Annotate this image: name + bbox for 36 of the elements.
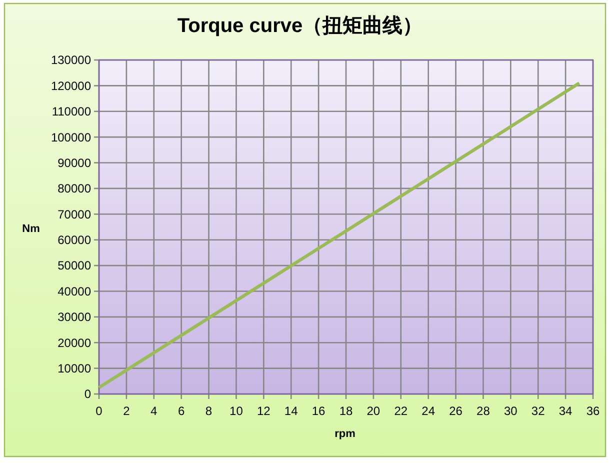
y-tick-label: 130000 [50,53,92,68]
y-tick-label: 110000 [52,104,92,119]
y-tick-label: 10000 [58,362,92,376]
x-tick-label: 30 [504,404,518,418]
y-tick-label: 20000 [58,336,92,350]
y-tick-label: 50000 [58,258,92,273]
x-tick-label: 6 [178,404,185,418]
x-tick-label: 22 [394,404,408,418]
x-tick-label: 24 [422,404,436,418]
y-tick-label: 40000 [58,284,92,298]
x-tick-label: 34 [558,404,573,418]
y-tick-label: 0 [84,387,92,402]
x-tick-label: 32 [531,404,546,418]
x-tick-label: 16 [312,404,326,418]
y-tick-label: 60000 [58,233,92,248]
x-tick-label: 20 [366,404,380,418]
x-tick-label: 10 [230,404,244,418]
x-tick-label: 12 [256,404,271,418]
x-tick-label: 36 [586,404,600,418]
x-tick-label: 28 [476,404,490,418]
x-tick-label: 26 [449,404,463,418]
y-tick-label: 30000 [58,310,92,324]
x-tick-label: 8 [205,404,212,418]
y-tick-label: 100000 [50,130,92,144]
x-tick-label: 14 [284,404,298,418]
ylabel: Nm [22,223,40,235]
x-tick-label: 18 [339,404,353,418]
x-tick-label: 2 [123,404,130,418]
y-tick-label: 120000 [50,78,92,93]
xlabel: rpm [334,428,356,440]
y-tick-label: 80000 [58,182,92,196]
x-tick-label: 4 [150,404,158,418]
x-tick-label: 0 [96,404,103,418]
title: Torque curve（扭矩曲线） [177,15,423,37]
y-tick-label: 90000 [58,156,92,170]
y-tick-label: 70000 [58,207,92,222]
